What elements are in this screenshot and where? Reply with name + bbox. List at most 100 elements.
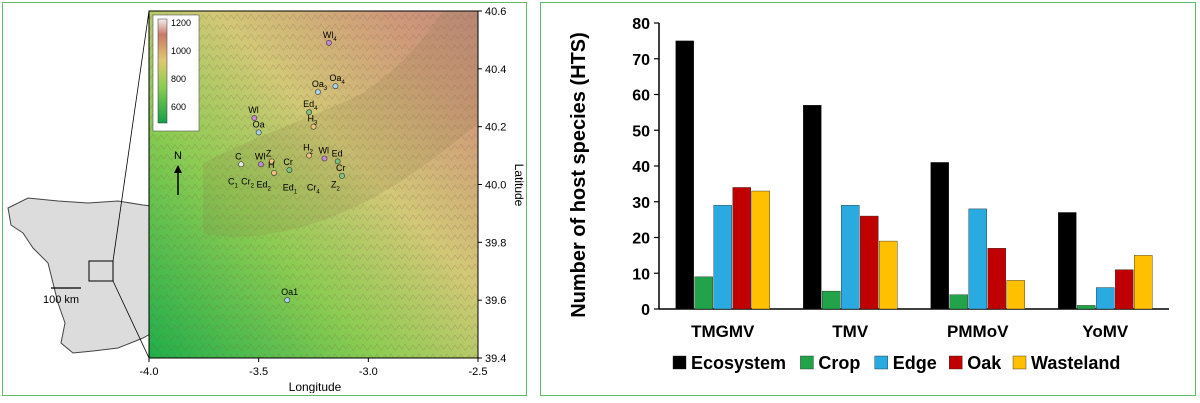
colorbar-tick: 1200	[171, 18, 191, 28]
site-marker	[238, 161, 245, 168]
north-label: N	[174, 150, 182, 162]
map-panel: 100 km 1200 1000 800 600 N 40.6 40.4 40.2 4…	[2, 2, 527, 396]
scale-label: 100 km	[43, 294, 79, 306]
legend-label: Crop	[818, 353, 860, 373]
site-marker	[306, 152, 313, 159]
legend-label: Oak	[967, 353, 1002, 373]
site-label: Ed	[332, 148, 343, 158]
site-marker	[284, 297, 291, 304]
site-label: Wl	[248, 105, 259, 115]
bar	[675, 40, 694, 310]
site-marker	[286, 167, 293, 173]
site-label: H3	[308, 114, 319, 127]
bar	[1058, 212, 1077, 310]
site-label: Wl	[318, 145, 329, 155]
site-label: Wl	[255, 151, 265, 161]
legend-label: Wasteland	[1031, 353, 1120, 373]
site-label: C1	[228, 177, 239, 190]
y-tick-label: 10	[632, 266, 650, 283]
inset-box	[88, 260, 114, 282]
site-marker	[257, 161, 264, 168]
y-axis-label: Number of host species (HTS)	[568, 32, 590, 318]
site-label: Oa	[253, 119, 265, 129]
site-label: Cr	[283, 157, 293, 167]
bar	[1077, 305, 1096, 310]
legend-swatch	[672, 355, 687, 370]
site-label: Ed1	[283, 182, 298, 195]
legend-swatch	[800, 355, 814, 370]
map-axes: 40.6 40.4 40.2 40.0 39.8 39.6 39.4 -4.0 -3.5 -3.0…	[140, 6, 507, 378]
legend-swatch	[949, 355, 963, 370]
y-tick-label: 60	[632, 88, 650, 105]
lat-tick-label: 39.8	[485, 237, 506, 249]
site-label: Cr	[336, 163, 346, 173]
site-marker	[271, 170, 277, 176]
bar	[968, 208, 987, 310]
lon-tick-label: -4.0	[140, 366, 159, 378]
bar	[1115, 269, 1134, 310]
bar	[1096, 287, 1115, 310]
site-marker	[334, 158, 341, 165]
colorbar-tick: 600	[171, 102, 186, 112]
terrain-map	[148, 10, 479, 359]
site-label: Z2	[331, 179, 341, 192]
chart-bars: TMGMV TMV PMMoV YoMV	[675, 40, 1153, 341]
bar	[732, 187, 751, 310]
site-marker	[332, 83, 339, 90]
y-tick-label: 50	[632, 123, 650, 140]
site-marker	[314, 89, 321, 95]
y-tick-label: 80	[632, 16, 650, 33]
bar	[751, 190, 770, 310]
site-marker	[251, 115, 258, 121]
bar	[949, 294, 968, 310]
zoom-line-bottom	[112, 280, 150, 359]
legend-swatch	[1012, 355, 1027, 370]
lon-axis-label: Longitude	[289, 380, 342, 393]
bar	[930, 162, 949, 310]
lat-axis-label: Latitude	[512, 164, 525, 207]
bar	[713, 205, 732, 310]
site-marker	[255, 129, 262, 136]
site-label: Ed4	[303, 99, 318, 112]
lat-tick-label: 40.4	[485, 64, 506, 76]
site-marker	[325, 39, 332, 46]
north-arrow-icon: N	[174, 150, 182, 195]
legend-label: Ecosystem	[691, 353, 786, 373]
site-label: Wl4	[323, 30, 338, 43]
bar	[987, 248, 1006, 310]
x-tick-label: PMMoV	[947, 322, 1009, 341]
x-tick-label: TMV	[832, 322, 869, 341]
site-label: Cr2	[241, 177, 255, 190]
site-marker	[339, 172, 345, 179]
site-label: Ed2	[256, 179, 271, 192]
x-tick-label: YoMV	[1082, 322, 1129, 341]
colorbar-tick: 1000	[171, 46, 191, 56]
bar	[1134, 255, 1153, 310]
legend-swatch	[874, 355, 888, 370]
y-tick-label: 20	[632, 231, 650, 248]
bar	[841, 205, 860, 310]
bar	[803, 105, 822, 310]
chart-panel: 0 10 20 30 40 50 60 70 80 TMGMV TMV PMMoV YoMV Numb…	[540, 2, 1196, 396]
site-marker	[268, 158, 275, 165]
site-label: C	[235, 151, 242, 161]
chart-legend: Ecosystem Crop Edge Oak Wasteland	[672, 353, 1120, 373]
site-label: H2	[303, 143, 314, 156]
zoom-line-top	[112, 10, 150, 262]
site-label: Z	[266, 148, 272, 158]
site-label: H	[268, 160, 275, 170]
site-marker	[306, 109, 313, 116]
y-tick-label: 70	[632, 52, 650, 69]
chart-axes: 0 10 20 30 40 50 60 70 80	[632, 16, 1169, 319]
lon-tick-label: -3.0	[359, 366, 378, 378]
y-tick-label: 30	[632, 195, 650, 212]
bar	[860, 215, 879, 310]
bar-chart: 0 10 20 30 40 50 60 70 80 TMGMV TMV PMMoV YoMV Numb…	[568, 16, 1169, 373]
site-label: Oa3	[312, 79, 328, 92]
site-label: Cr4	[307, 182, 321, 195]
x-tick-label: TMGMV	[691, 322, 755, 341]
site-label: Oa1	[281, 287, 298, 297]
lon-tick-label: -3.5	[249, 366, 268, 378]
bar	[694, 276, 713, 310]
